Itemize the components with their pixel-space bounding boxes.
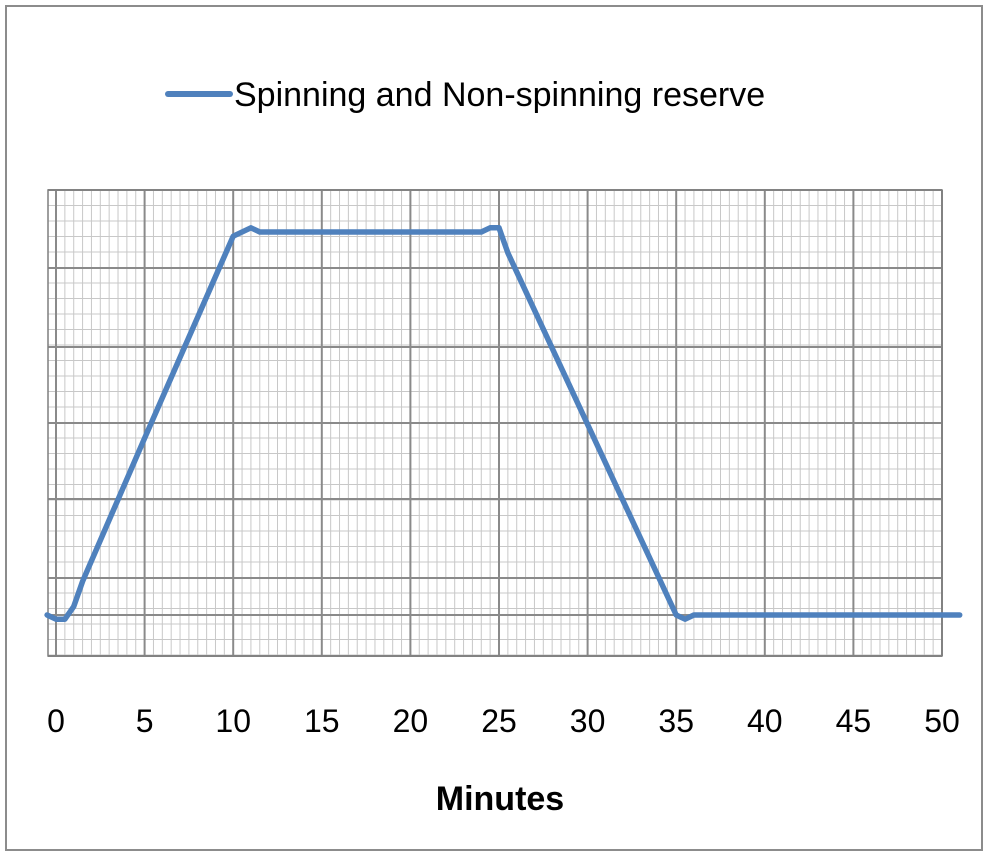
x-tick-label: 25 [481,703,517,739]
x-tick-label: 50 [924,703,960,739]
major-gridlines [48,189,943,657]
x-axis-title: Minutes [436,780,564,818]
chart-frame [5,5,983,851]
series-layer [44,225,963,622]
x-tick-label: 45 [836,703,872,739]
x-tick-label: 30 [570,703,606,739]
x-tick-labels: 0 5 10 15 20 25 30 35 40 45 50 [47,703,960,739]
x-tick-label: 15 [304,703,340,739]
x-tick-label: 40 [747,703,783,739]
legend: Spinning and Non-spinning reserve [165,76,765,114]
x-tick-label: 0 [47,703,65,739]
legend-label: Spinning and Non-spinning reserve [234,76,765,114]
x-tick-label: 20 [393,703,429,739]
x-tick-label: 5 [136,703,154,739]
x-tick-label: 10 [215,703,251,739]
series-line-0 [44,225,963,622]
plot-area-border [47,189,943,657]
x-tick-label: 35 [658,703,694,739]
